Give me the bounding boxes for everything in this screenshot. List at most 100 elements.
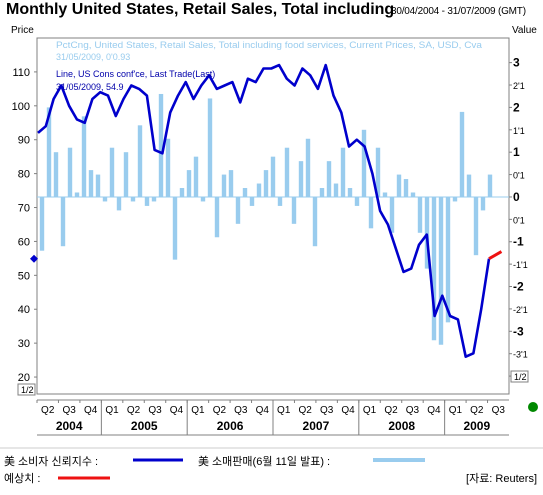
year-label: 2004 bbox=[56, 419, 83, 433]
legend-line-series-value: 31/05/2009, 54.9 bbox=[56, 82, 124, 92]
retail-sales-bar bbox=[354, 196, 360, 206]
retail-sales-bar bbox=[347, 188, 353, 197]
left-tick-label: 70 bbox=[18, 203, 30, 215]
retail-sales-bar bbox=[256, 183, 262, 197]
right-tick-label: -1 bbox=[513, 235, 524, 249]
right-tick-label: -3 bbox=[513, 324, 524, 338]
retail-sales-bar bbox=[130, 196, 136, 202]
corner-label-left: 1/2 bbox=[21, 385, 34, 395]
year-label: 2009 bbox=[463, 419, 490, 433]
left-tick-label: 50 bbox=[18, 270, 30, 282]
retail-sales-bar bbox=[312, 196, 318, 247]
quarter-label: Q1 bbox=[191, 405, 205, 416]
left-tick-label: 80 bbox=[18, 169, 30, 181]
retail-sales-bar bbox=[417, 196, 423, 233]
retail-sales-bar bbox=[319, 188, 325, 197]
right-tick-label: 1 bbox=[513, 145, 520, 159]
quarter-label: Q2 bbox=[384, 405, 398, 416]
retail-sales-bar bbox=[480, 196, 486, 211]
retail-sales-bar bbox=[424, 196, 430, 269]
retail-sales-bar bbox=[445, 196, 451, 323]
plot-frame bbox=[36, 37, 510, 395]
quarter-label: Q3 bbox=[406, 405, 420, 416]
retail-sales-bar bbox=[39, 196, 45, 251]
retail-sales-bar bbox=[81, 116, 87, 197]
year-label: 2006 bbox=[217, 419, 244, 433]
retail-sales-bar bbox=[284, 147, 290, 197]
right-tick-label: 0'1 bbox=[513, 171, 525, 181]
right-tick-label: -1'1 bbox=[513, 260, 528, 270]
legend-bar-series-value: 31/05/2009, 0'0.93 bbox=[56, 52, 130, 62]
retail-sales-bar bbox=[200, 196, 206, 202]
corner-box-right bbox=[510, 370, 529, 383]
quarter-label: Q2 bbox=[213, 405, 227, 416]
left-tick-label: 100 bbox=[12, 101, 30, 113]
retail-sales-bar bbox=[242, 188, 248, 197]
quarter-label: Q4 bbox=[84, 405, 98, 416]
quarter-label: Q4 bbox=[256, 405, 270, 416]
chart-title: Monthly United States, Retail Sales, Tot… bbox=[6, 1, 395, 18]
retail-sales-bar bbox=[361, 129, 367, 197]
retail-sales-bar bbox=[165, 138, 171, 197]
quarter-label: Q1 bbox=[363, 405, 377, 416]
retail-sales-bar bbox=[193, 156, 199, 197]
legend-forecast-label: 예상치 : bbox=[4, 472, 40, 485]
retail-sales-bar bbox=[144, 196, 150, 206]
retail-sales-bar bbox=[452, 196, 458, 202]
retail-sales-bar bbox=[291, 196, 297, 224]
retail-sales-bar bbox=[186, 170, 192, 197]
retail-sales-bar bbox=[340, 147, 346, 197]
retail-sales-bar bbox=[277, 196, 283, 206]
quarter-label: Q3 bbox=[148, 405, 162, 416]
left-tick-label: 60 bbox=[18, 236, 30, 248]
year-label: 2008 bbox=[388, 419, 415, 433]
bottom-legend: 美 소비자 신뢰지수 : 美 소매판매(6월 11일 발표) : 예상치 : [… bbox=[4, 454, 537, 485]
retail-sales-bar bbox=[459, 111, 465, 197]
quarter-label: Q2 bbox=[127, 405, 141, 416]
quarter-label: Q3 bbox=[234, 405, 248, 416]
retail-sales-bar bbox=[431, 196, 437, 341]
legend-retail-sales-label: 美 소매판매(6월 11일 발표) : bbox=[198, 454, 330, 468]
retail-sales-bar bbox=[151, 196, 157, 202]
retail-sales-bar bbox=[396, 174, 402, 197]
right-tick-label: 2'1 bbox=[513, 81, 525, 91]
retail-sales-bar bbox=[368, 196, 374, 229]
quarter-label: Q1 bbox=[105, 405, 119, 416]
retail-sales-bar bbox=[333, 183, 339, 197]
retail-sales-bar bbox=[179, 188, 185, 197]
retail-sales-bar bbox=[326, 161, 332, 197]
right-tick-label: 0'1 bbox=[513, 215, 525, 225]
quarter-label: Q2 bbox=[470, 405, 484, 416]
retail-sales-bar bbox=[298, 161, 304, 197]
left-axis-label: Price bbox=[11, 25, 34, 36]
retail-sales-bar bbox=[172, 196, 178, 260]
legend-consumer-confidence-label: 美 소비자 신뢰지수 : bbox=[4, 455, 98, 468]
last-value-marker bbox=[30, 254, 38, 263]
year-label: 2005 bbox=[131, 419, 158, 433]
forecast-line bbox=[488, 250, 503, 261]
retail-sales-bar bbox=[263, 170, 269, 197]
quarter-label: Q4 bbox=[341, 405, 355, 416]
retail-sales-bar bbox=[228, 170, 234, 197]
right-tick-label: 2 bbox=[513, 100, 520, 114]
quarter-label: Q3 bbox=[320, 405, 334, 416]
left-tick-label: 90 bbox=[18, 135, 30, 147]
consumer-confidence-line bbox=[37, 63, 491, 359]
retail-sales-bar bbox=[53, 152, 59, 197]
retail-sales-bar bbox=[410, 192, 416, 197]
retail-sales-bar bbox=[109, 147, 115, 197]
retail-sales-bar bbox=[382, 192, 388, 197]
retail-sales-bar bbox=[207, 98, 213, 197]
left-tick-label: 110 bbox=[12, 67, 30, 79]
corner-label-right: 1/2 bbox=[514, 372, 527, 382]
year-label: 2007 bbox=[303, 419, 330, 433]
retail-sales-bar bbox=[102, 196, 108, 202]
quarter-label: Q3 bbox=[63, 405, 77, 416]
right-tick-label: -2 bbox=[513, 280, 524, 294]
status-indicator bbox=[528, 402, 538, 412]
right-tick-label: 0 bbox=[513, 190, 520, 204]
quarter-label: Q3 bbox=[492, 405, 506, 416]
right-tick-label: -2'1 bbox=[513, 305, 528, 315]
left-tick-label: 40 bbox=[18, 304, 30, 316]
